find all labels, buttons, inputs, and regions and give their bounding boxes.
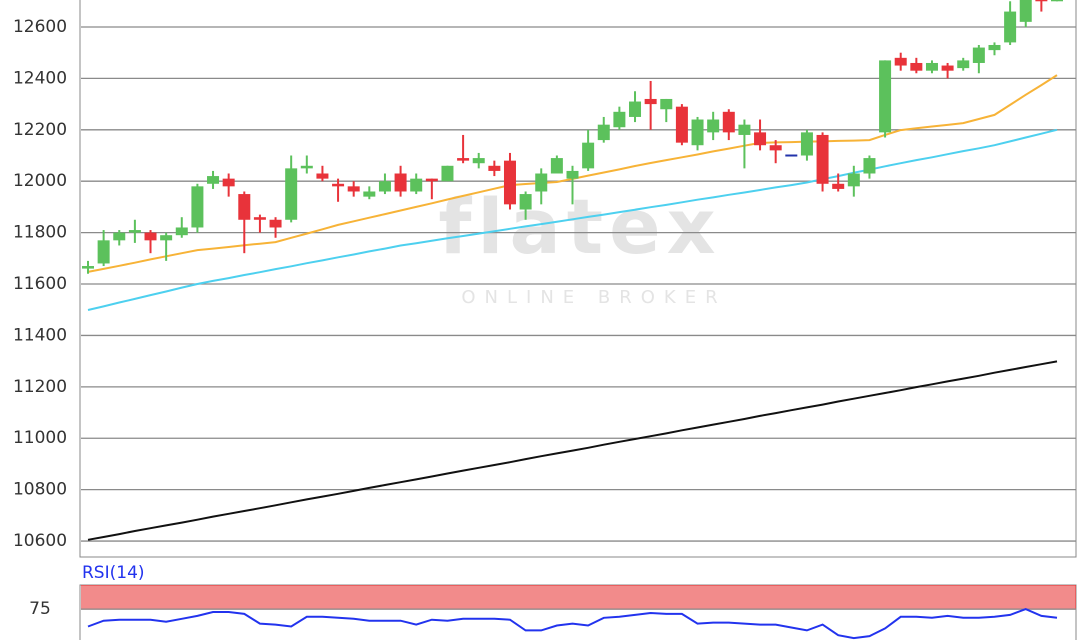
candle-body [910, 62, 923, 71]
candle-body [316, 173, 329, 179]
candle-body [722, 111, 735, 133]
y-tick-label: 11400 [13, 325, 67, 345]
candle-body [253, 217, 266, 220]
y-tick-label: 10800 [13, 480, 67, 500]
candle-body [1019, 0, 1032, 22]
rsi-plot [81, 585, 1076, 640]
candle-body [597, 124, 610, 141]
candle-body [269, 219, 282, 228]
candle-body [238, 194, 251, 220]
candle-body [410, 178, 423, 192]
candle-body [707, 119, 720, 133]
y-tick-label: 12200 [13, 120, 67, 140]
candle-body [207, 176, 220, 184]
candle-body [363, 191, 376, 197]
candle-body [879, 60, 892, 133]
candle-body [738, 124, 751, 135]
y-tick-label: 12400 [13, 68, 67, 88]
y-tick-label: 11000 [13, 428, 67, 448]
watermark-subtitle: ONLINE BROKER [461, 287, 726, 308]
candle-body [128, 230, 141, 233]
candle-body [222, 178, 235, 187]
moving-average-line [87, 360, 1058, 541]
candle-body [769, 145, 782, 151]
candle-body [1051, 0, 1063, 2]
candle-body [566, 170, 579, 179]
candle-body [425, 178, 438, 182]
candle-body [488, 165, 501, 171]
candle-body [582, 142, 595, 169]
candle-body [1004, 11, 1017, 43]
plot-frame [79, 0, 1077, 558]
candle-body [113, 232, 126, 241]
candle-body [441, 165, 454, 182]
candle-body [832, 183, 845, 189]
candle-body [925, 62, 938, 71]
candle-body [691, 119, 704, 146]
candle-body [863, 158, 876, 174]
candle-body [503, 160, 516, 205]
candle-body [82, 266, 94, 269]
candle-body [957, 60, 970, 69]
candle-body [378, 181, 391, 192]
candle-body [472, 158, 485, 164]
y-tick-label: 12000 [13, 171, 67, 191]
candle-body [754, 132, 767, 146]
rsi-line [87, 608, 1058, 640]
candle-body [800, 132, 813, 156]
candle-body [347, 186, 360, 192]
candle-body [175, 227, 188, 236]
candle-body [394, 173, 407, 192]
candle-body [988, 44, 1001, 51]
overbought-band [81, 585, 1076, 610]
candle-body [972, 47, 985, 63]
candle-body [785, 154, 798, 157]
candle-body [644, 98, 657, 105]
candle-body [144, 232, 157, 241]
y-tick-label: 75 [29, 599, 51, 619]
watermark-title: flatex [438, 182, 721, 271]
y-tick-label: 10600 [13, 531, 67, 551]
watermark: flatex ONLINE BROKER [438, 182, 726, 308]
candle-body [613, 111, 626, 128]
candle-body [191, 186, 204, 228]
candle-body [894, 57, 907, 66]
candle-body [816, 134, 829, 184]
main-plot [81, 0, 1076, 542]
y-tick-label: 12600 [13, 17, 67, 37]
y-tick-label: 11800 [13, 223, 67, 243]
candle-body [675, 106, 688, 143]
y-tick-label: 11600 [13, 274, 67, 294]
candle-body [160, 235, 173, 241]
candle-body [535, 173, 548, 192]
candle-body [1035, 0, 1048, 2]
moving-average-line [87, 128, 1058, 311]
candle-body [941, 65, 954, 71]
candle-body [550, 158, 563, 174]
rsi-title: RSI(14) [82, 563, 145, 583]
candle-body [629, 101, 642, 117]
labels: RSI(14) 10600 10800 11000 11200 11400 11600 11… [13, 17, 145, 619]
candle-body [519, 194, 532, 210]
candle-body [97, 240, 110, 264]
candle-body [332, 183, 345, 187]
y-tick-label: 11200 [13, 377, 67, 397]
candle-body [660, 98, 673, 110]
candle-body [847, 173, 860, 187]
candle-body [300, 165, 313, 169]
candle-body [457, 158, 470, 161]
candle-body [285, 168, 298, 220]
